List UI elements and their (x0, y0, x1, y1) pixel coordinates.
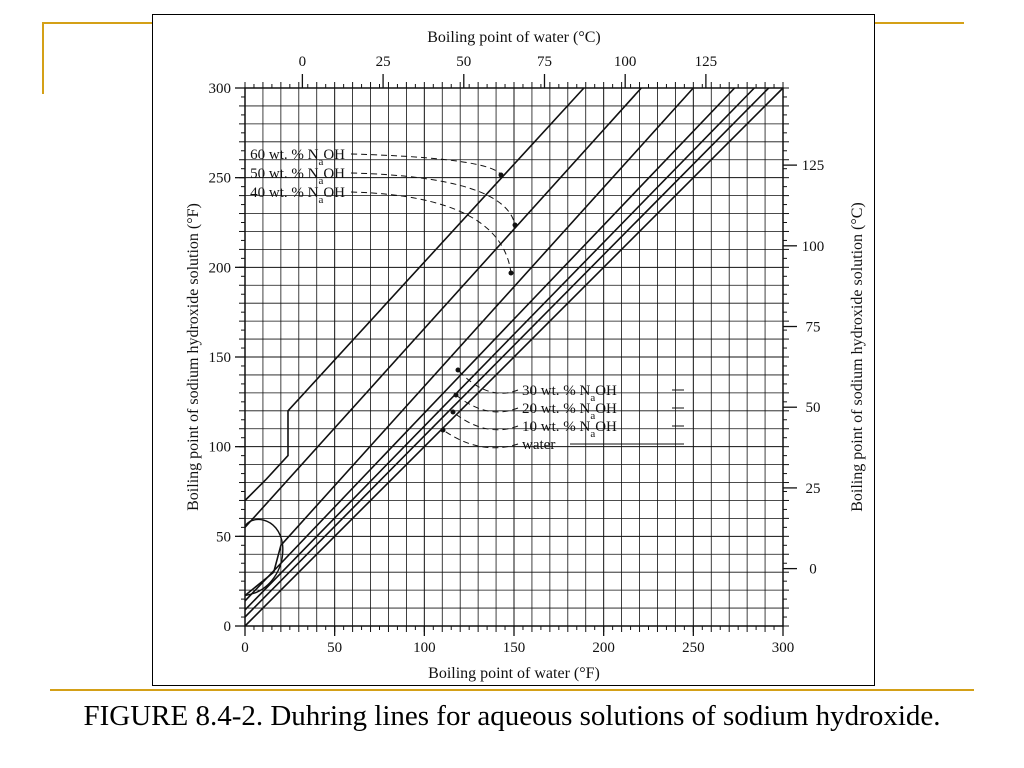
series-line-4 (244, 87, 755, 611)
series-line-3 (244, 87, 736, 602)
y2-tick-label: 75 (806, 320, 821, 336)
series-arrowhead-6 (440, 427, 446, 433)
series-line-2 (244, 87, 694, 597)
x2-tick-label: 75 (537, 54, 552, 70)
y-tick-label: 200 (209, 260, 232, 276)
series-label-text: OH (323, 147, 345, 163)
series-arrowhead-2 (508, 270, 514, 276)
series-label-1: 50 wt. % NaOH (250, 166, 345, 187)
left-accent-bar (42, 22, 44, 94)
x2-tick-label: 0 (299, 54, 307, 70)
series-label-subscript: a (318, 156, 323, 168)
y2-tick-label: 0 (809, 562, 817, 578)
y-axis-title: Boiling point of sodium hydroxide soluti… (185, 203, 202, 511)
bottom-accent-line (50, 689, 974, 691)
y-tick-label: 50 (216, 529, 231, 545)
x-tick-label: 100 (413, 640, 436, 656)
series-label-0: 60 wt. % NaOH (250, 147, 345, 168)
series-label-text: OH (323, 185, 345, 201)
series-line-0 (244, 87, 585, 502)
x2-tick-label: 125 (695, 54, 718, 70)
top-left-accent-line (42, 22, 153, 24)
x2-tick-label: 100 (614, 54, 637, 70)
series-arrowhead-4 (453, 392, 459, 398)
y2-tick-label: 125 (802, 158, 825, 174)
series-label-text: 60 wt. % N (250, 147, 318, 163)
y-tick-label: 0 (224, 619, 232, 635)
series-line-1 (244, 87, 642, 528)
series-label-text: water (522, 437, 555, 453)
series-line-5 (244, 87, 770, 618)
series-label-text: 10 wt. % N (522, 419, 590, 435)
x-tick-label: 50 (327, 640, 342, 656)
y-tick-label: 150 (209, 350, 232, 366)
y2-tick-label: 50 (806, 400, 821, 416)
series-label-text: 40 wt. % N (250, 185, 318, 201)
x2-axis-title: Boiling point of water (°C) (427, 29, 600, 46)
series-leader-0 (350, 153, 502, 176)
series-arrowhead-1 (512, 222, 518, 228)
x2-tick-label: 25 (376, 54, 391, 70)
x-tick-label: 150 (503, 640, 526, 656)
series-label-subscript: a (318, 194, 323, 206)
series-leader-2 (350, 191, 512, 274)
series-line-6 (244, 87, 784, 627)
x-axis-title: Boiling point of water (°F) (428, 665, 600, 682)
series-leader-5 (452, 411, 519, 431)
y-tick-label: 250 (209, 171, 232, 187)
x-tick-label: 300 (772, 640, 795, 656)
series-arrowhead-3 (455, 367, 461, 373)
series-label-subscript: a (590, 428, 595, 440)
series-leader-1 (350, 172, 516, 226)
series-leader-3 (457, 369, 519, 394)
y2-axis-title: Boiling point of sodium hydroxide soluti… (849, 202, 866, 512)
series-label-text: OH (595, 383, 617, 399)
series-loop-40 (244, 518, 284, 597)
series-label-4: 20 wt. % NaOH (522, 401, 617, 422)
series-label-subscript: a (590, 392, 595, 404)
series-leader-6 (442, 429, 519, 449)
series-label-text: OH (595, 419, 617, 435)
series-label-subscript: a (590, 410, 595, 422)
series-label-text: OH (323, 166, 345, 182)
series-label-subscript: a (318, 175, 323, 187)
series-arrowhead-0 (498, 172, 504, 178)
series-label-text: 50 wt. % N (250, 166, 318, 182)
x-tick-label: 200 (592, 640, 615, 656)
figure-caption: FIGURE 8.4-2. Duhring lines for aqueous … (83, 700, 941, 732)
series-label-text: 20 wt. % N (522, 401, 590, 417)
figure-frame: 0 50 100 150 200 250 300 0 50 100 150 200 250 300 0 25 5… (152, 14, 875, 686)
series-label-6: water (522, 437, 555, 453)
y-tick-label: 300 (209, 81, 232, 97)
x2-tick-label: 50 (456, 54, 471, 70)
x-tick-label: 0 (241, 640, 249, 656)
series-label-2: 40 wt. % NaOH (250, 185, 345, 206)
series-leader-4 (455, 394, 519, 413)
series-arrowhead-5 (450, 409, 456, 415)
series-label-text: 30 wt. % N (522, 383, 590, 399)
series-label-3: 30 wt. % NaOH (522, 383, 617, 404)
x-tick-label: 250 (682, 640, 705, 656)
y-tick-label: 100 (209, 440, 232, 456)
series-label-text: OH (595, 401, 617, 417)
y2-tick-label: 25 (806, 481, 821, 497)
top-right-accent-line (874, 22, 964, 24)
y2-tick-label: 100 (802, 239, 825, 255)
series-label-5: 10 wt. % NaOH (522, 419, 617, 440)
